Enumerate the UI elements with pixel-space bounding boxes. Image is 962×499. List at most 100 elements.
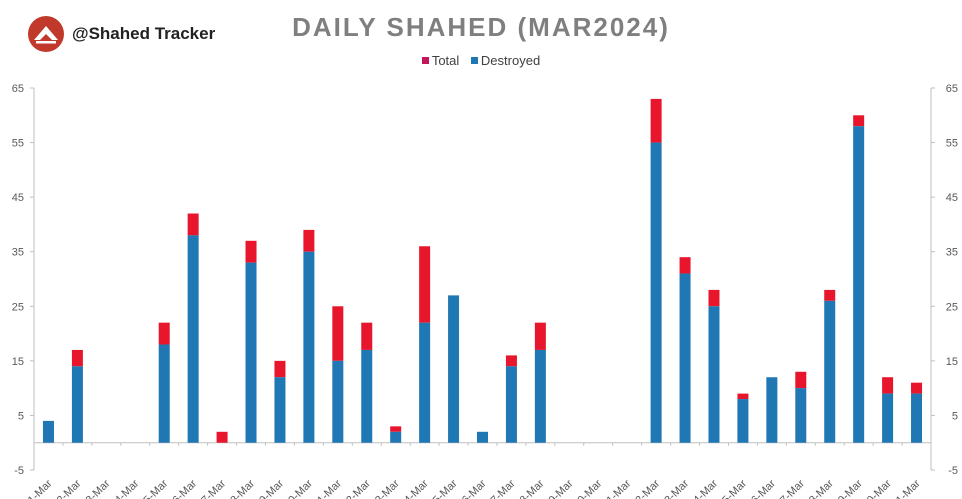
bar-total-remainder	[679, 257, 691, 274]
legend-swatch-destroyed	[470, 57, 478, 65]
y-tick-label-right: 45	[946, 192, 958, 204]
bar-total-remainder	[71, 349, 83, 367]
y-tick-label-right: 15	[946, 356, 958, 368]
bar-total-remainder	[505, 355, 517, 367]
bar-total-remainder	[303, 229, 315, 252]
bar-destroyed	[274, 377, 286, 443]
x-tick-label: 5-Mar	[142, 477, 171, 499]
x-tick-label: 23-Mar	[658, 477, 691, 499]
x-tick-label: 28-Mar	[803, 477, 836, 499]
x-tick-label: 19-Mar	[542, 477, 575, 499]
y-tick-label-right: 65	[946, 83, 958, 95]
bar-total-remainder	[361, 322, 373, 350]
bar-total-remainder	[853, 115, 865, 127]
bar-destroyed	[679, 273, 691, 443]
y-tick-label-left: 45	[12, 192, 24, 204]
bar-total-remainder	[158, 322, 170, 345]
x-tick-label: 29-Mar	[832, 477, 865, 499]
bar-destroyed	[824, 300, 836, 443]
y-tick-label-left: 55	[12, 138, 24, 150]
x-tick-label: 4-Mar	[113, 477, 142, 499]
bar-total-remainder	[911, 382, 923, 394]
x-tick-label: 16-Mar	[455, 477, 488, 499]
brand-handle: @Shahed Tracker	[72, 24, 216, 43]
bar-destroyed	[158, 344, 170, 443]
bar-total-remainder	[390, 426, 402, 432]
bar-destroyed	[795, 388, 807, 443]
bar-total-remainder	[245, 240, 257, 263]
bar-destroyed	[361, 349, 373, 443]
x-tick-label: 7-Mar	[199, 477, 228, 499]
legend-swatch-total	[421, 57, 429, 65]
bar-total-remainder	[708, 289, 720, 307]
legend-item-total: Total	[421, 53, 460, 68]
y-tick-label-right: 55	[946, 138, 958, 150]
legend-label-total: Total	[431, 53, 460, 68]
bar-destroyed	[477, 431, 488, 443]
bar-destroyed	[853, 126, 865, 443]
bar-destroyed	[303, 251, 315, 443]
y-tick-label-right: 25	[946, 301, 958, 313]
x-tick-label: 24-Mar	[687, 477, 720, 499]
bar-destroyed	[419, 322, 431, 443]
bar-total-remainder	[274, 360, 286, 378]
bar-destroyed	[187, 235, 199, 443]
x-tick-label: 11-Mar	[311, 477, 344, 499]
x-tick-label: 30-Mar	[861, 477, 894, 499]
bar-destroyed	[534, 349, 546, 443]
bar-total-remainder	[187, 213, 199, 236]
x-tick-label: 9-Mar	[257, 477, 286, 499]
bar-total-remainder	[216, 431, 228, 443]
bar-destroyed	[448, 295, 460, 443]
x-tick-label: 21-Mar	[600, 477, 633, 499]
legend-item-destroyed: Destroyed	[470, 53, 541, 68]
chart-title: DAILY SHAHED (MAR2024)	[292, 12, 670, 42]
bar-destroyed	[245, 262, 257, 443]
y-tick-label-left: 65	[12, 83, 24, 95]
y-tick-label-right: 5	[952, 410, 958, 422]
x-tick-label: 14-Mar	[398, 477, 431, 499]
y-tick-label-right: 35	[946, 247, 958, 259]
y-tick-label-left: -5	[14, 465, 24, 477]
x-tick-label: 31-Mar	[890, 477, 923, 499]
bar-total-remainder	[650, 98, 662, 143]
x-tick-label: 18-Mar	[513, 477, 546, 499]
bar-destroyed	[911, 393, 923, 443]
x-tick-label: 17-Mar	[484, 477, 517, 499]
bar-total-remainder	[795, 371, 807, 389]
y-tick-label-right: -5	[948, 465, 958, 477]
y-tick-label-left: 15	[12, 356, 24, 368]
bar-destroyed	[737, 399, 749, 443]
shahed-drone-icon	[28, 16, 64, 52]
x-tick-label: 27-Mar	[774, 477, 807, 499]
bar-destroyed	[650, 142, 662, 443]
bar-total-remainder	[737, 393, 749, 400]
x-tick-label: 26-Mar	[745, 477, 778, 499]
legend-label-destroyed: Destroyed	[480, 53, 541, 68]
bar-total-remainder	[332, 306, 344, 361]
bar-destroyed	[332, 360, 344, 443]
x-tick-label: 15-Mar	[427, 477, 460, 499]
bar-destroyed	[42, 420, 54, 443]
bar-total-remainder	[419, 246, 431, 323]
bar-destroyed	[708, 306, 720, 443]
x-tick-label: 6-Mar	[170, 477, 199, 499]
y-tick-label-left: 35	[12, 247, 24, 259]
x-tick-label: 25-Mar	[716, 477, 749, 499]
x-tick-label: 1-Mar	[26, 477, 55, 499]
x-tick-label: 22-Mar	[629, 477, 662, 499]
bar-destroyed	[505, 366, 517, 443]
bar-total-remainder	[882, 377, 894, 394]
x-tick-label: 3-Mar	[84, 477, 113, 499]
bar-destroyed	[390, 431, 402, 443]
x-tick-label: 20-Mar	[571, 477, 604, 499]
x-tick-label: 10-Mar	[282, 477, 315, 499]
y-tick-label-left: 25	[12, 301, 24, 313]
bar-destroyed	[766, 377, 778, 443]
bar-destroyed	[71, 366, 83, 443]
bar-total-remainder	[824, 289, 836, 301]
x-tick-label: 12-Mar	[340, 477, 373, 499]
x-tick-label: 8-Mar	[228, 477, 257, 499]
x-tick-label: 2-Mar	[55, 477, 84, 499]
